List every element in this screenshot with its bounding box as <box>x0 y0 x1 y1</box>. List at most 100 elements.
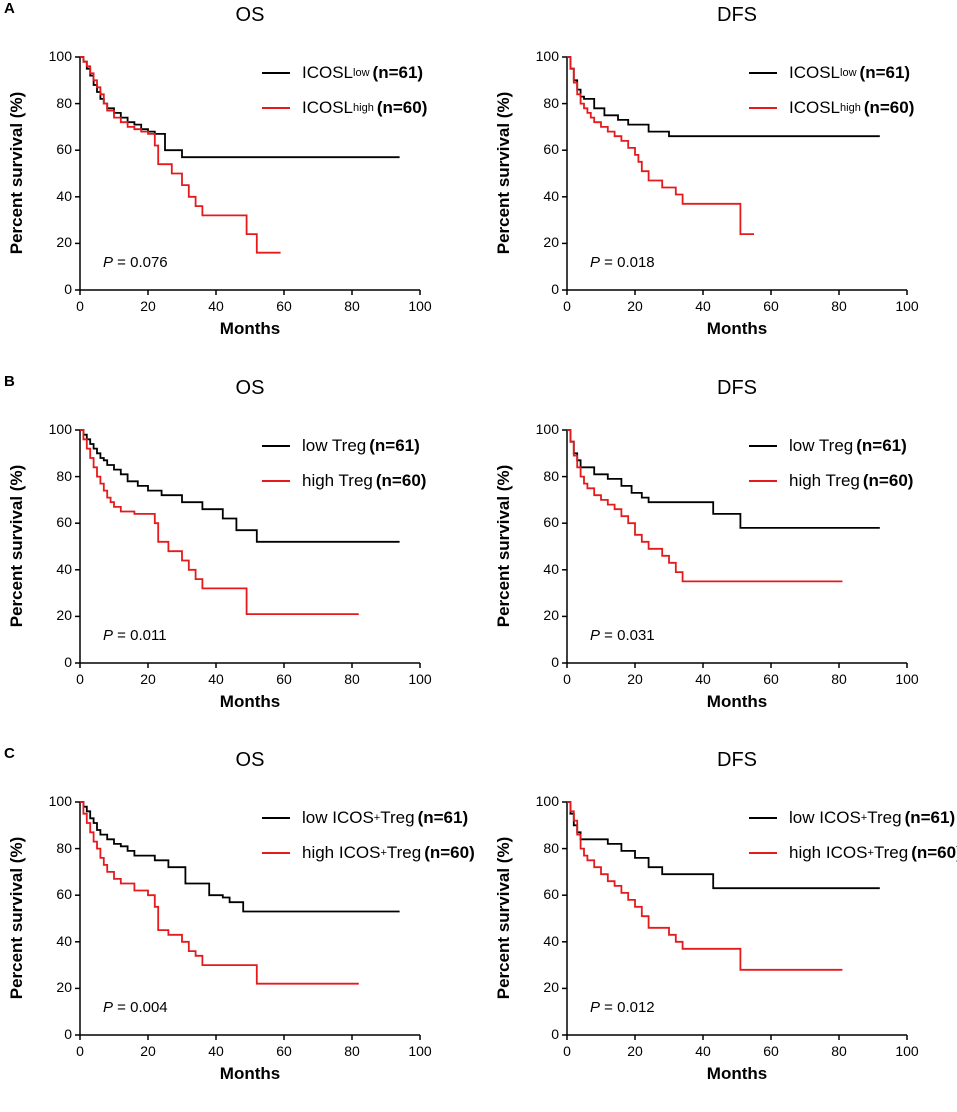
y-tick-label: 60 <box>543 141 559 158</box>
p-value-text: = 0.076 <box>113 254 168 271</box>
legend-swatch <box>262 107 290 109</box>
high-group-survival-curve <box>567 801 843 971</box>
p-value-text: = 0.004 <box>113 999 168 1016</box>
x-tick-label: 20 <box>140 298 156 314</box>
legend-swatch <box>262 480 290 482</box>
x-tick-label: 60 <box>276 1043 292 1059</box>
x-tick-label: 0 <box>563 671 571 687</box>
legend-entry-high: high ICOS + Treg (n=60) <box>262 843 475 863</box>
legend-count: (n=61) <box>417 808 469 827</box>
y-tick-label: 40 <box>543 187 559 204</box>
x-tick-label: 20 <box>627 298 643 314</box>
legend-count: (n=61) <box>372 63 424 82</box>
legend-superscript: high <box>840 102 861 114</box>
low-group-survival-curve <box>567 429 880 529</box>
p-value-annotation: P = 0.018 <box>590 254 655 271</box>
x-tick-label: 60 <box>763 1043 779 1059</box>
legend-superscript: + <box>380 847 387 859</box>
x-tick-label: 20 <box>140 671 156 687</box>
legend-count: (n=60) <box>911 843 957 862</box>
y-tick-label: 20 <box>56 234 72 251</box>
legend-count: (n=61) <box>856 436 907 455</box>
legend-swatch <box>749 445 777 447</box>
x-tick-label: 40 <box>208 298 224 314</box>
legend-swatch <box>262 445 290 447</box>
chart-title: DFS <box>717 4 757 26</box>
x-axis-label: Months <box>706 319 768 338</box>
legend-label: high Treg <box>302 471 373 490</box>
legend-count: (n=60) <box>863 98 915 117</box>
chart-title: OS <box>235 377 265 399</box>
legend-superscript: + <box>860 812 868 824</box>
legend-superscript: low <box>840 67 857 79</box>
p-value-text: = 0.018 <box>600 254 655 271</box>
y-tick-label: 40 <box>56 187 72 204</box>
legend-superscript: + <box>867 847 874 859</box>
p-symbol: P <box>590 627 601 644</box>
x-tick-label: 20 <box>140 1043 156 1059</box>
p-value-annotation: P = 0.004 <box>103 999 168 1016</box>
x-tick-label: 100 <box>408 671 432 687</box>
chart-c-dfs: DFS Percent survival (%) Months 0 20 40 60 80 10… <box>487 745 957 1085</box>
x-tick-label: 100 <box>895 1043 919 1059</box>
legend-swatch <box>749 852 777 854</box>
legend-count: (n=60) <box>376 98 428 117</box>
legend-label: low ICOS <box>789 808 861 827</box>
legend-superscript: + <box>373 812 381 824</box>
legend-entry-high: high Treg (n=60) <box>749 471 913 491</box>
y-tick-label: 100 <box>48 421 72 437</box>
chart-a-dfs: DFS Percent survival (%) Months 0 20 40 60 80 10… <box>487 0 957 340</box>
plot-svg <box>75 801 421 1040</box>
legend-label: ICOSL <box>789 98 841 117</box>
x-axis-label: Months <box>706 692 768 711</box>
x-tick-label: 40 <box>695 1043 711 1059</box>
legend-entry-low: ICOSL low (n=61) <box>749 63 910 83</box>
y-tick-label: 0 <box>551 654 559 670</box>
legend-label: ICOSL <box>302 98 354 117</box>
y-tick-label: 20 <box>56 607 72 624</box>
y-tick-label: 60 <box>56 886 72 903</box>
y-tick-label: 60 <box>543 514 559 531</box>
plot-svg <box>75 56 421 295</box>
x-tick-label: 80 <box>831 671 847 687</box>
legend-superscript: low <box>353 67 370 79</box>
legend-entry-high: high ICOS + Treg (n=60) <box>749 843 957 863</box>
y-tick-label: 40 <box>543 560 559 577</box>
p-symbol: P <box>103 254 114 271</box>
legend-label: ICOSL <box>302 63 354 82</box>
legend-label-tail: Treg <box>867 808 902 827</box>
legend-count: (n=60) <box>424 843 475 862</box>
legend-swatch <box>262 852 290 854</box>
legend-entry-low: low ICOS + Treg (n=61) <box>262 808 468 828</box>
chart-title: DFS <box>717 377 757 399</box>
x-tick-label: 20 <box>627 1043 643 1059</box>
legend-swatch <box>749 107 777 109</box>
y-tick-label: 60 <box>543 886 559 903</box>
y-tick-label: 80 <box>56 94 72 111</box>
p-value-annotation: P = 0.012 <box>590 999 655 1016</box>
high-group-survival-curve <box>80 429 359 615</box>
legend-entry-low: low Treg (n=61) <box>262 436 420 456</box>
y-tick-label: 100 <box>535 421 559 437</box>
y-tick-label: 40 <box>543 932 559 949</box>
legend-label-tail: Treg <box>873 843 909 862</box>
x-tick-label: 80 <box>831 298 847 314</box>
x-tick-label: 80 <box>344 671 360 687</box>
x-tick-label: 0 <box>563 1043 571 1059</box>
y-tick-label: 40 <box>56 932 72 949</box>
y-tick-label: 0 <box>64 1026 72 1042</box>
x-tick-label: 0 <box>563 298 571 314</box>
legend-swatch <box>262 817 290 819</box>
legend-label: low Treg <box>789 436 854 455</box>
legend-swatch <box>749 817 777 819</box>
x-tick-label: 80 <box>344 298 360 314</box>
panel-letter-b: B <box>4 373 15 390</box>
x-tick-label: 0 <box>76 1043 84 1059</box>
y-tick-label: 80 <box>543 839 559 856</box>
x-tick-label: 60 <box>763 298 779 314</box>
y-tick-label: 100 <box>535 793 559 809</box>
p-symbol: P <box>590 254 601 271</box>
x-axis-label: Months <box>219 319 281 338</box>
legend-entry-high: ICOSL high (n=60) <box>749 98 914 118</box>
p-symbol: P <box>103 999 114 1016</box>
